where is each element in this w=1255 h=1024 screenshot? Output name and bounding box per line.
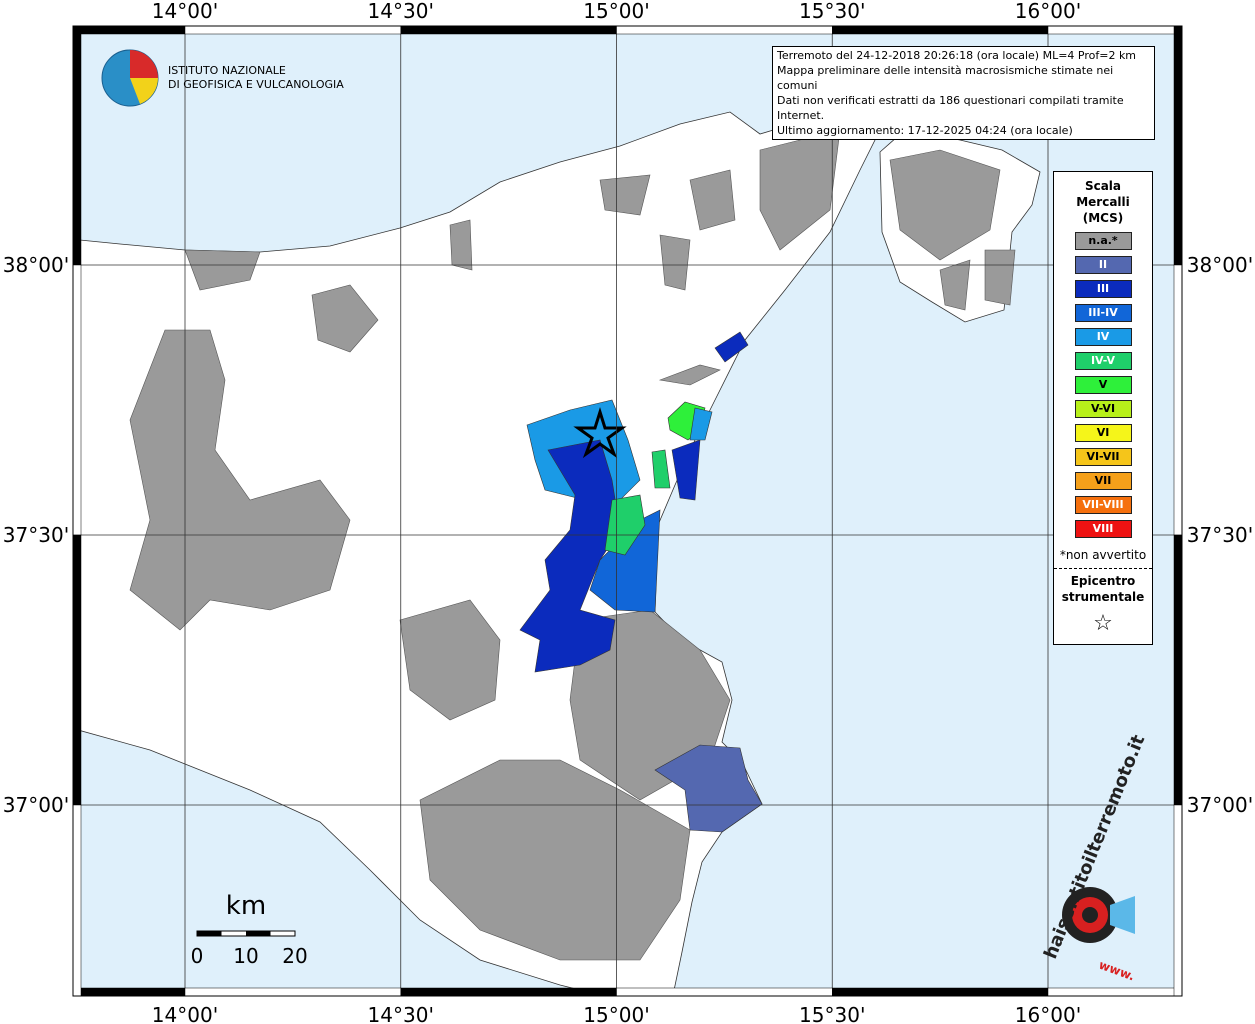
- frame-bar: [72, 987, 186, 997]
- watermark-disc: [1082, 907, 1098, 923]
- scale-seg: [197, 931, 222, 936]
- legend-title: Scala Mercalli (MCS): [1054, 178, 1152, 226]
- frame-bar: [832, 25, 1049, 35]
- lat-label: 37°30': [3, 523, 69, 547]
- legend-item: VIII: [1074, 520, 1132, 538]
- legend-note: *non avvertito: [1054, 548, 1152, 569]
- legend-item: IV-V: [1074, 352, 1132, 370]
- info-line: Mappa preliminare delle intensità macros…: [777, 64, 1114, 92]
- map-body: [81, 34, 1174, 988]
- scale-seg: [246, 931, 271, 936]
- frame-bar: [1173, 804, 1183, 997]
- scale-tick: 20: [282, 944, 307, 968]
- frame-bar: [184, 987, 401, 997]
- scale-bar: km 0 10 20: [191, 891, 308, 968]
- logo-text: ISTITUTO NAZIONALE: [168, 64, 286, 77]
- legend-epicenter-symbol: ☆: [1093, 611, 1113, 636]
- legend-item: n.a.*: [1074, 232, 1132, 250]
- legend-item: III: [1074, 280, 1132, 298]
- lon-label: 16°00': [1015, 1003, 1081, 1024]
- frame-bar: [72, 25, 186, 35]
- logo-sector: [130, 78, 158, 104]
- frame: [72, 25, 1183, 997]
- legend-items: n.a.* II III III-IV IV IV-V V V-VI VI VI-VII VII VI…: [1054, 232, 1152, 538]
- lon-label: 14°00': [152, 1003, 218, 1024]
- lon-label: 14°00': [152, 0, 218, 23]
- lon-label: 14°30': [368, 1003, 434, 1024]
- frame-bar: [832, 987, 1049, 997]
- info-line: Terremoto del 24-12-2018 20:26:18 (ora l…: [777, 49, 1137, 62]
- frame-bar: [1173, 264, 1183, 536]
- legend-item: VI-VII: [1074, 448, 1132, 466]
- info-line: Ultimo aggiornamento: 17-12-2025 04:24 (…: [777, 124, 1073, 137]
- frame-bar: [72, 534, 82, 806]
- lon-label: 15°30': [799, 1003, 865, 1024]
- legend-epicenter-line: Epicentro: [1070, 574, 1136, 588]
- legend-item: V: [1074, 376, 1132, 394]
- lon-label: 15°00': [583, 0, 649, 23]
- scale-tick: 10: [233, 944, 258, 968]
- lat-label: 38°00': [1187, 253, 1253, 277]
- lon-label: 14°30': [368, 0, 434, 23]
- watermark-horn: [1110, 896, 1135, 934]
- lon-label: 15°00': [583, 1003, 649, 1024]
- legend-item: II: [1074, 256, 1132, 274]
- legend-item: VII-VIII: [1074, 496, 1132, 514]
- ingv-logo: ISTITUTO NAZIONALE DI GEOFISICA E VULCAN…: [101, 49, 344, 107]
- frame-bar: [72, 804, 82, 997]
- lat-label: 37°30': [1187, 523, 1253, 547]
- legend: Scala Mercalli (MCS) n.a.* II III III-IV IV I…: [1053, 171, 1153, 645]
- lon-label: 16°00': [1015, 0, 1081, 23]
- frame-bar: [1047, 25, 1183, 35]
- info-box: Terremoto del 24-12-2018 20:26:18 (ora l…: [772, 46, 1155, 140]
- frame-bar: [1173, 534, 1183, 806]
- legend-item: III-IV: [1074, 304, 1132, 322]
- frame-bar: [400, 25, 617, 35]
- frame-bar: [1173, 25, 1183, 266]
- info-line: Dati non verificati estratti da 186 ques…: [777, 94, 1124, 122]
- scale-tick: 0: [191, 944, 204, 968]
- frame-bar: [400, 987, 617, 997]
- legend-title-line: (MCS): [1082, 211, 1124, 225]
- legend-epicenter: Epicentro strumentale: [1054, 573, 1152, 605]
- legend-title-line: Scala: [1084, 179, 1122, 193]
- intensity-areas: [519, 331, 763, 833]
- lat-label: 37°00': [1187, 793, 1253, 817]
- lat-label: 37°00': [3, 793, 69, 817]
- logo-text: DI GEOFISICA E VULCANOLOGIA: [168, 78, 344, 91]
- frame-bar: [72, 264, 82, 536]
- legend-item: IV: [1074, 328, 1132, 346]
- legend-item: V-VI: [1074, 400, 1132, 418]
- legend-item: VII: [1074, 472, 1132, 490]
- scale-unit: km: [226, 891, 266, 921]
- lon-label: 15°30': [799, 0, 865, 23]
- frame-bar: [184, 25, 401, 35]
- legend-item: VI: [1074, 424, 1132, 442]
- legend-title-line: Mercalli: [1076, 195, 1130, 209]
- frame-bar: [1047, 987, 1183, 997]
- legend-epicenter-line: strumentale: [1061, 590, 1145, 604]
- frame-bar: [616, 987, 833, 997]
- frame-bar: [72, 25, 82, 266]
- logo-sector: [130, 50, 158, 78]
- frame-bar: [616, 25, 833, 35]
- lat-label: 38°00': [3, 253, 69, 277]
